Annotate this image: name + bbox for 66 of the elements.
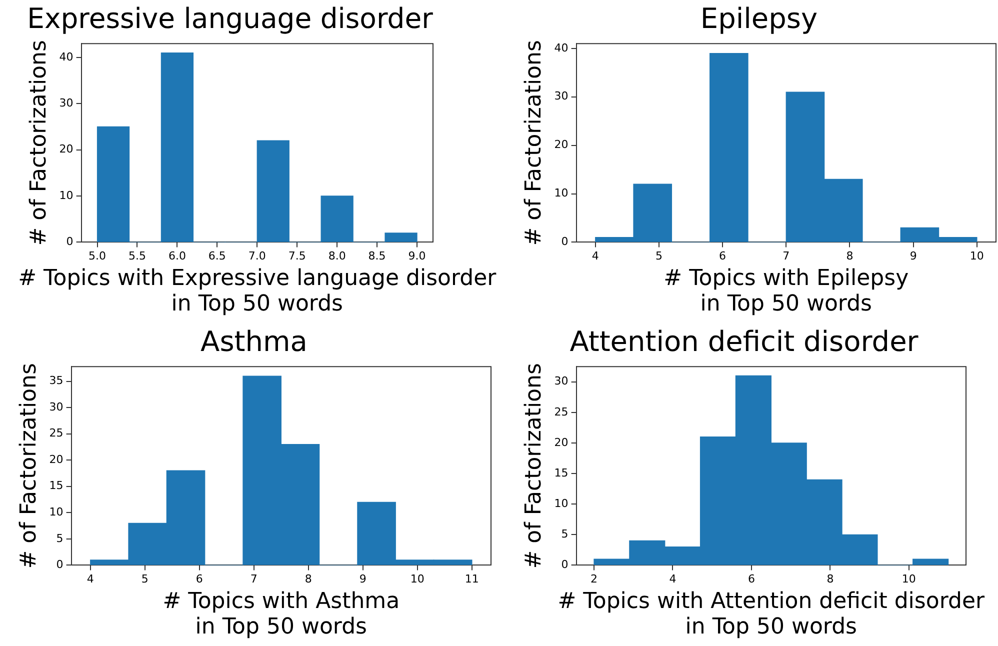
x-tick-label: 6 (196, 572, 203, 586)
chart-title: Attention deficit disorder (570, 325, 919, 358)
x-tick-label: 6 (748, 572, 755, 586)
y-tick-label: 0 (561, 235, 568, 248)
y-axis-title: # of Factorizations (16, 363, 42, 569)
x-tick-label: 10 (902, 572, 916, 586)
y-tick-label: 30 (554, 374, 568, 388)
x-tick-label: 4 (669, 572, 676, 586)
x-tick-label: 7.0 (248, 250, 266, 263)
y-tick-label: 20 (554, 436, 568, 449)
y-tick-label: 20 (59, 142, 74, 156)
y-axis-title: # of Factorizations (26, 40, 52, 246)
y-tick-label: 30 (49, 400, 64, 414)
x-axis-title: # Topics with Epilepsy in Top 50 words (664, 266, 909, 316)
x-tick-label: 8 (826, 572, 834, 586)
x-tick-label: 7.5 (288, 250, 306, 263)
y-tick-label: 15 (554, 466, 568, 480)
y-tick-label: 10 (554, 496, 568, 510)
y-axis-title: # of Factorizations (521, 40, 546, 246)
x-tick-label: 8.5 (368, 250, 386, 263)
x-tick-label: 2 (590, 572, 598, 586)
x-tick-label: 7 (250, 572, 258, 586)
y-tick-label: 10 (554, 186, 568, 200)
x-tick-label: 8.0 (328, 250, 346, 263)
x-tick-label: 7 (782, 250, 790, 263)
y-tick-label: 30 (59, 96, 74, 110)
x-tick-label: 5.5 (128, 250, 146, 263)
y-tick-label: 15 (49, 479, 64, 492)
chart-title: Expressive language disorder (27, 2, 434, 36)
x-tick-label: 4 (86, 572, 94, 586)
y-tick-label: 20 (554, 138, 568, 152)
x-tick-label: 8 (846, 250, 854, 263)
x-tick-label: 9.0 (408, 250, 426, 263)
x-tick-label: 5 (141, 572, 148, 586)
x-tick-label: 10 (410, 572, 424, 586)
x-tick-label: 11 (464, 572, 479, 586)
x-tick-label: 6 (719, 250, 726, 263)
x-tick-label: 10 (970, 250, 984, 263)
y-tick-label: 5 (56, 532, 64, 545)
y-tick-label: 30 (554, 90, 568, 103)
y-tick-label: 35 (49, 374, 64, 388)
chart-title: Asthma (200, 325, 308, 358)
y-tick-label: 0 (561, 558, 568, 572)
y-tick-label: 10 (49, 506, 64, 519)
x-tick-label: 9 (359, 572, 366, 586)
x-tick-label: 5.0 (88, 250, 106, 263)
y-tick-label: 25 (49, 426, 64, 440)
x-tick-label: 8 (304, 572, 312, 586)
y-tick-label: 40 (59, 50, 74, 64)
x-tick-label: 9 (910, 250, 917, 263)
y-tick-label: 0 (66, 235, 74, 248)
x-tick-label: 6.0 (168, 250, 186, 263)
x-tick-label: 6.5 (208, 250, 226, 263)
y-tick-label: 0 (56, 558, 64, 572)
y-tick-label: 25 (554, 405, 568, 418)
y-tick-label: 10 (59, 188, 74, 202)
x-axis-title: # Topics with Expressive language disorder in Top 50 words (18, 266, 498, 316)
y-tick-label: 5 (561, 528, 568, 541)
x-axis-title: # Topics with Asthma in Top 50 words (162, 589, 400, 640)
x-tick-label: 5 (655, 250, 662, 263)
y-tick-label: 20 (49, 452, 64, 466)
y-axis-title: # of Factorizations (521, 363, 546, 569)
chart-title: Epilepsy (700, 2, 818, 36)
x-axis-title: # Topics with Attention deficit disorder in Top 50 words (558, 589, 986, 640)
y-tick-label: 40 (554, 41, 568, 54)
x-tick-label: 4 (592, 250, 599, 263)
